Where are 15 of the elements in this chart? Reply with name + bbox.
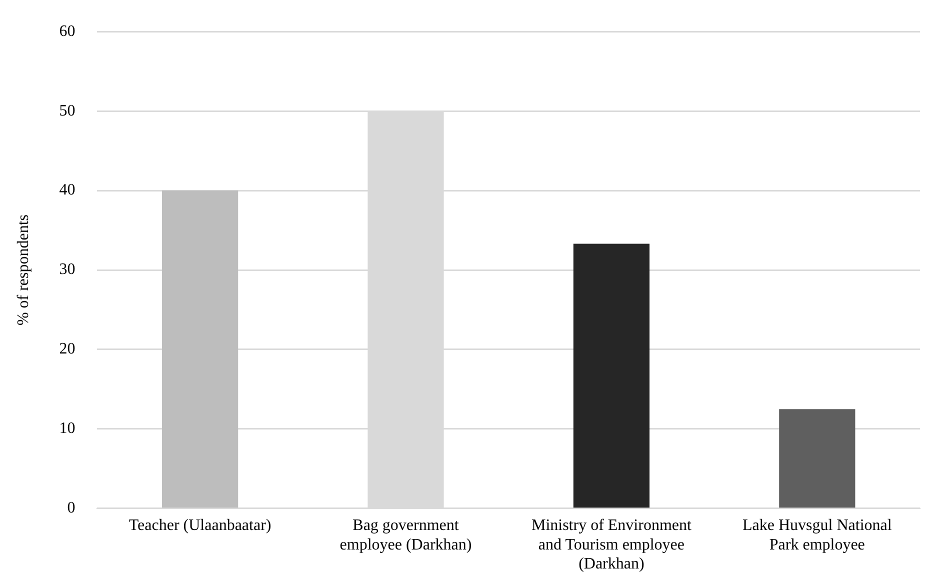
- y-tick-label: 10: [59, 420, 76, 438]
- y-tick-label: 0: [67, 500, 76, 517]
- x-tick-label: Teacher (Ulaanbaatar): [128, 517, 272, 534]
- y-tick-label: 60: [59, 22, 76, 40]
- y-tick-label: 30: [59, 261, 76, 278]
- y-tick-label: 20: [59, 340, 76, 358]
- x-tick-label: Bag government employee (Darkhan): [340, 517, 472, 554]
- x-tick-label: Ministry of Environment and Tourism employee (Darkhan): [531, 517, 692, 573]
- bar: [779, 409, 856, 508]
- bar: [162, 190, 238, 508]
- y-tick-label: 40: [59, 182, 76, 199]
- y-axis-title: % of respondents: [14, 214, 32, 326]
- x-tick-label: Lake Huvsgul National Park employee: [742, 517, 892, 554]
- y-tick-label: 50: [59, 102, 76, 120]
- bar: [573, 244, 650, 508]
